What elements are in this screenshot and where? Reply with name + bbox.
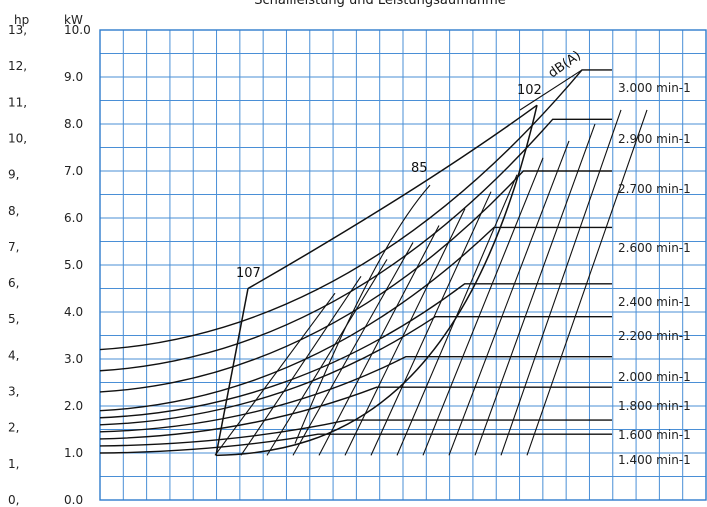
iso-line	[318, 225, 440, 456]
iso-line	[474, 123, 596, 456]
kw-tick-label: 2.0	[64, 399, 83, 413]
speed-labels: 3.000 min-1 2.900 min-1 2.700 min-1 2.600 m…	[618, 81, 691, 467]
hp-tick-label: 2,	[8, 421, 19, 435]
speed-curve	[99, 170, 612, 393]
kw-tick-label: 0.0	[64, 493, 83, 507]
speed-curve-label: 3.000 min-1	[618, 81, 691, 95]
dba-leader-line	[519, 69, 583, 111]
hp-tick-label: 7,	[8, 240, 19, 254]
hp-tick-label: 8,	[8, 204, 19, 218]
iso-line	[526, 109, 648, 456]
hp-tick-label: 6,	[8, 276, 19, 290]
iso-line	[422, 157, 544, 456]
iso-line	[448, 140, 570, 456]
hp-tick-label: 3,	[8, 385, 19, 399]
kw-tick-label: 7.0	[64, 164, 83, 178]
hp-tick-label: 0,	[8, 493, 19, 507]
noise-level-label: 107	[236, 266, 261, 281]
speed-curve	[99, 226, 612, 412]
chart-title: Schallleistung und Leistungsaufnahme	[254, 0, 506, 8]
iso-line	[294, 184, 431, 444]
kw-tick-label: 4.0	[64, 305, 83, 319]
boundary-line	[247, 104, 538, 290]
hp-tick-label: 11,	[8, 95, 27, 109]
speed-curve-label: 1.400 min-1	[618, 453, 691, 467]
grid	[99, 29, 707, 501]
speed-curve-label: 2.400 min-1	[618, 295, 691, 309]
speed-curve-label: 2.600 min-1	[618, 241, 691, 255]
noise-level-label: 102	[517, 83, 542, 98]
hp-tick-label: 10,	[8, 131, 27, 145]
kw-tick-label: 8.0	[64, 117, 83, 131]
kw-tick-label: 6.0	[64, 211, 83, 225]
speed-curve-label: 2.000 min-1	[618, 370, 691, 384]
iso-line	[266, 259, 388, 456]
speed-curve	[99, 316, 612, 426]
boundary-line	[215, 288, 249, 456]
speed-curve-label: 2.700 min-1	[618, 182, 691, 196]
iso-line	[214, 292, 336, 456]
hp-tick-label: 5,	[8, 312, 19, 326]
speed-curve-label: 2.200 min-1	[618, 329, 691, 343]
iso-line	[500, 109, 622, 456]
iso-line	[240, 275, 362, 456]
speed-curve	[99, 118, 612, 372]
kw-tick-label: 1.0	[64, 446, 83, 460]
speed-curve	[99, 433, 612, 454]
speed-curve	[99, 386, 612, 440]
noise-level-label: 85	[411, 161, 428, 176]
hp-tick-label: 12,	[8, 59, 27, 73]
speed-curve-label: 1.600 min-1	[618, 428, 691, 442]
kw-tick-label: 3.0	[64, 352, 83, 366]
kw-tick-label: 10.0	[64, 23, 91, 37]
y-right-axis-label: kW	[64, 13, 83, 27]
speed-curve-label: 1.800 min-1	[618, 399, 691, 413]
boundary-line	[215, 105, 538, 457]
plot-frame	[99, 29, 707, 501]
speed-curve	[99, 69, 612, 351]
speed-curve-label: 2.900 min-1	[618, 132, 691, 146]
hp-tick-label: 13,	[8, 23, 27, 37]
speed-curve	[99, 419, 612, 447]
hp-tick-label: 4,	[8, 348, 19, 362]
iso-line	[292, 242, 414, 456]
hp-tick-label: 1,	[8, 457, 19, 471]
y-axis-ticks: 0.0 1.0 2.0 3.0 4.0 5.0 6.0 7.0 8.0 9.0 10.0 0, 1, 2,…	[8, 23, 91, 507]
kw-tick-label: 9.0	[64, 70, 83, 84]
iso-line	[370, 191, 492, 456]
hp-tick-label: 9,	[8, 168, 19, 182]
kw-tick-label: 5.0	[64, 258, 83, 272]
iso-noise-lines	[214, 104, 648, 457]
speed-curve	[99, 355, 612, 433]
y-left-axis-label: hp	[14, 13, 29, 27]
speed-curve	[99, 283, 612, 419]
speed-curves	[99, 69, 612, 454]
